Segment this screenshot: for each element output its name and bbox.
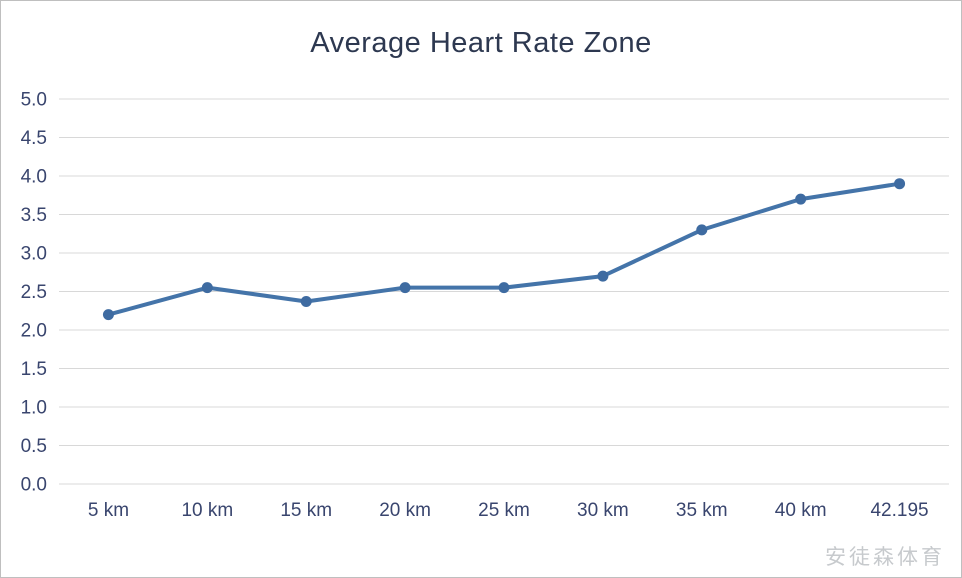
x-tick-label: 10 km <box>181 500 233 521</box>
data-point-marker <box>399 282 411 294</box>
x-tick-label: 42.195 <box>870 500 928 521</box>
x-tick-label: 30 km <box>577 500 629 521</box>
x-tick-label: 25 km <box>478 500 530 521</box>
x-tick-label: 5 km <box>88 500 129 521</box>
line-chart: 0.0 0.5 1.0 1.5 2.0 2.5 3.0 3.5 4.0 4.5 5.0 5 km 10 … <box>21 90 949 521</box>
data-point-marker <box>300 296 312 308</box>
data-point-marker <box>795 193 807 205</box>
chart-title: Average Heart Rate Zone <box>310 27 652 59</box>
y-tick-label: 4.0 <box>21 167 47 188</box>
y-tick-label: 2.5 <box>21 282 47 303</box>
y-tick-label: 0.0 <box>21 475 47 496</box>
data-point-marker <box>894 178 906 190</box>
series-line <box>106 181 902 317</box>
data-point-marker <box>696 224 708 236</box>
y-tick-label: 3.5 <box>21 205 47 226</box>
data-point-marker <box>597 270 609 282</box>
y-tick-label: 3.0 <box>21 244 47 265</box>
x-tick-label: 15 km <box>280 500 332 521</box>
x-tick-label: 20 km <box>379 500 431 521</box>
data-point-marker <box>102 309 114 321</box>
y-tick-label: 1.5 <box>21 359 47 380</box>
x-tick-label: 40 km <box>775 500 827 521</box>
data-point-marker <box>498 282 510 294</box>
y-tick-label: 5.0 <box>21 90 47 111</box>
y-tick-label: 1.0 <box>21 398 47 419</box>
y-tick-label: 4.5 <box>21 128 47 149</box>
data-point-marker <box>201 282 213 294</box>
y-tick-label: 2.0 <box>21 321 47 342</box>
y-tick-label: 0.5 <box>21 436 47 457</box>
x-tick-label: 35 km <box>676 500 728 521</box>
